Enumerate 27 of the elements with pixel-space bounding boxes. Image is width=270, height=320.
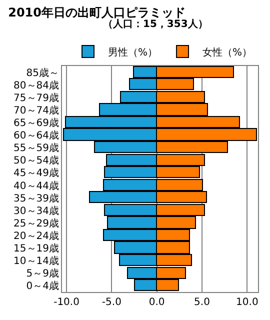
y-tick-label: 60～64歳: [14, 130, 59, 142]
y-tick-label: 85歳～: [26, 66, 59, 79]
y-tick-label: 80～84歳: [14, 79, 59, 92]
y-tick-label: 65～69歳: [14, 117, 59, 129]
y-tick-label: 5～9歳: [26, 268, 59, 280]
chart-subtitle: （人口：15，353人）: [103, 18, 208, 30]
y-tick-label: 10～14歳: [14, 255, 59, 268]
legend-label: 女性（%）: [202, 46, 252, 58]
y-tick-label: 30～34歳: [14, 204, 59, 217]
x-tick-label: -10.0: [54, 297, 80, 308]
y-tick-label: 70～74歳: [14, 104, 59, 116]
y-tick-label: 15～19歳: [14, 242, 59, 255]
y-tick-label: 35～39歳: [14, 192, 59, 204]
y-tick-label: 45～49歳: [14, 167, 59, 180]
y-tick-label: 40～44歳: [14, 180, 59, 192]
x-tick-label: 0.0: [148, 297, 165, 308]
x-tick-label: 10.0: [236, 297, 258, 308]
chart-title: 2010年日の出町人口ピラミッド: [8, 5, 186, 20]
y-tick-label: 75～79歳: [14, 92, 59, 104]
y-tick-label: 55～59歳: [14, 142, 59, 154]
y-tick-label: 25～29歳: [14, 217, 59, 230]
x-tick-label: 5.0: [194, 297, 210, 308]
y-tick-label: 0～4歳: [26, 280, 59, 292]
y-tick-label: 50～54歳: [14, 154, 59, 167]
legend-label: 男性（%）: [108, 46, 158, 58]
y-tick-label: 20～24歳: [14, 230, 59, 242]
x-tick-label: -5.0: [102, 297, 122, 308]
